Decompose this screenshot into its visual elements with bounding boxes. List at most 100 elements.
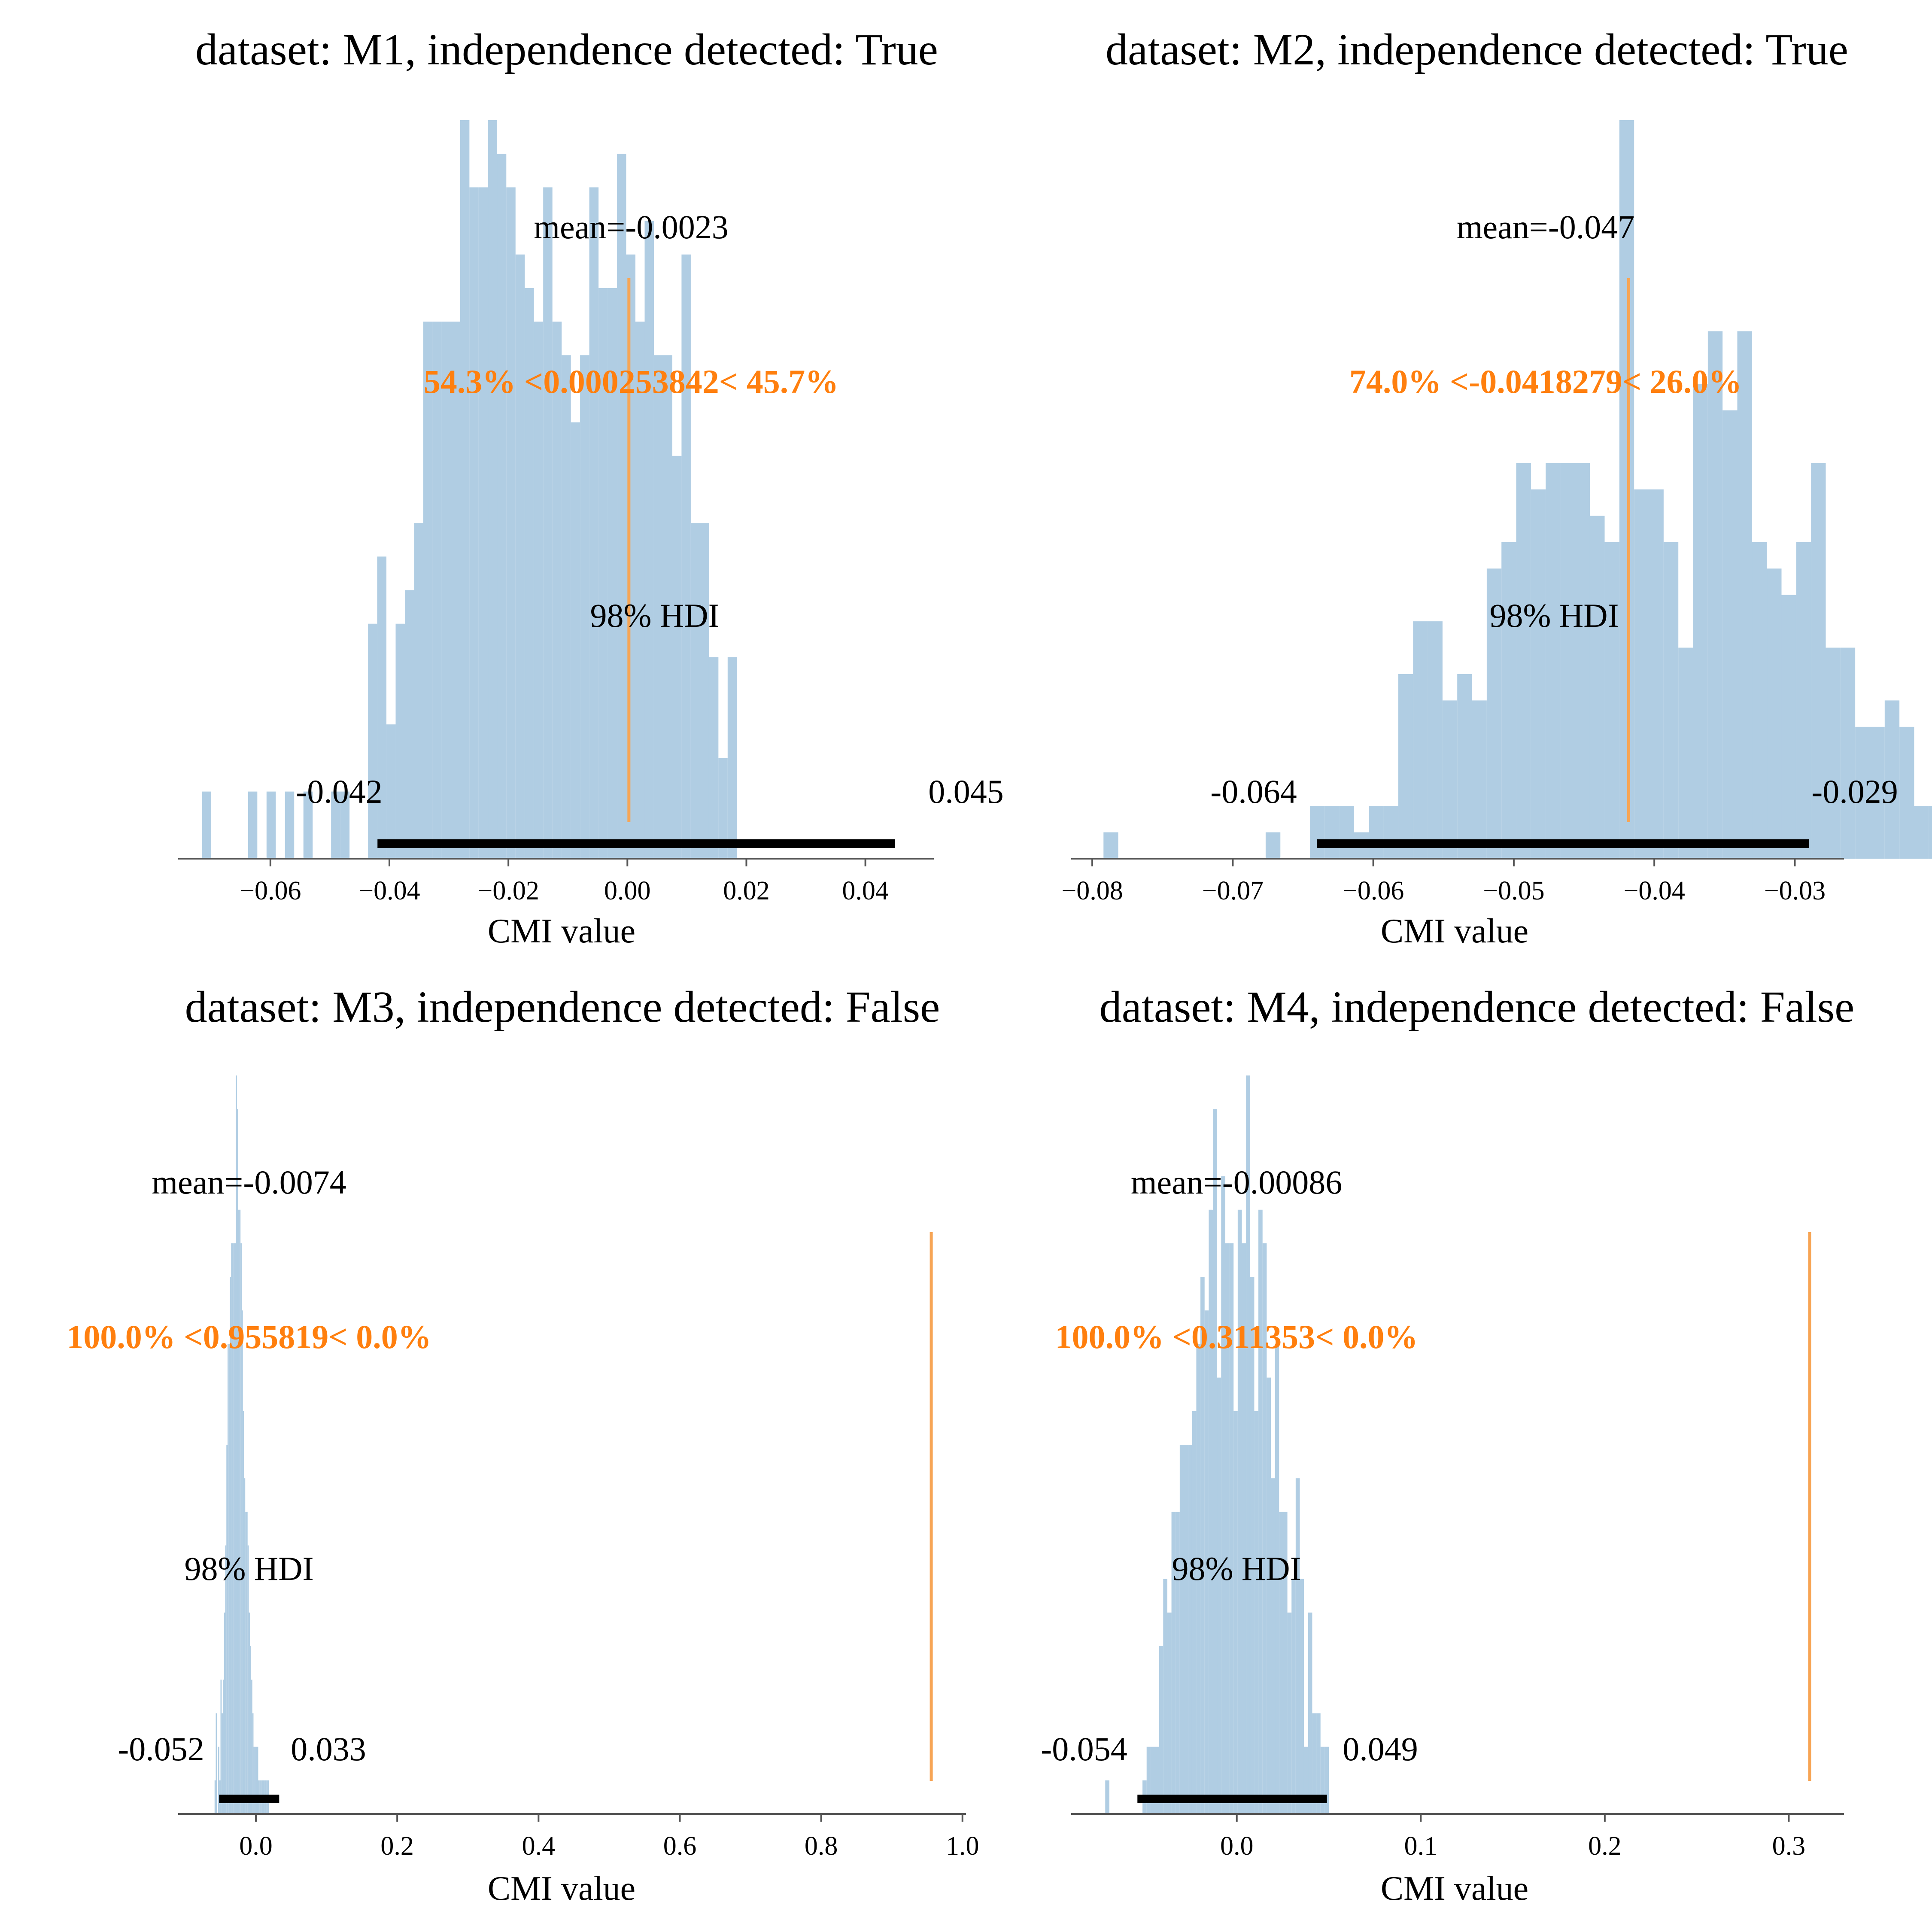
- histogram-bar: [1159, 1646, 1163, 1814]
- histogram-bar: [1752, 542, 1767, 859]
- panel-title: dataset: M1, independence detected: True: [195, 25, 938, 74]
- histogram-bar: [534, 322, 544, 859]
- histogram-bar: [1590, 516, 1605, 859]
- histogram-bar: [1209, 1209, 1213, 1814]
- panel-m2: −0.08 −0.07 −0.06 −0.05 −0.04 −0.03 dataset: …: [1061, 25, 1932, 950]
- histogram-bar: [589, 187, 599, 859]
- histogram-bar: [303, 791, 313, 859]
- histogram-bar: [1258, 1209, 1263, 1814]
- panel-title: dataset: M4, independence detected: Fals…: [1100, 982, 1855, 1032]
- histogram-bar: [227, 1344, 229, 1814]
- histogram-bar: [709, 657, 719, 859]
- mean-label: mean=-0.047: [1457, 208, 1634, 246]
- histogram-bar: [690, 523, 700, 859]
- histogram-bar: [1811, 463, 1826, 859]
- x-tick-label: 0.2: [1588, 1832, 1622, 1861]
- histogram-bar: [1262, 1243, 1267, 1814]
- histogram-bar: [1291, 1579, 1296, 1814]
- histogram-bar: [506, 187, 516, 859]
- histogram-bar: [1707, 331, 1723, 859]
- histogram-bar: [245, 1512, 246, 1814]
- histogram-bar: [285, 791, 295, 859]
- histogram-bar: [1870, 726, 1885, 859]
- histogram-bar: [441, 322, 451, 859]
- histogram-bar: [1737, 331, 1752, 859]
- histogram-bar: [331, 791, 340, 859]
- histogram-bar: [1265, 832, 1281, 859]
- histogram-bar: [237, 1109, 238, 1814]
- histogram-bar: [1304, 1747, 1308, 1814]
- histogram-bar: [1192, 1411, 1197, 1814]
- x-tick-label: −0.02: [477, 876, 539, 905]
- histogram-bar: [244, 1478, 246, 1814]
- histogram-bar: [234, 1243, 236, 1814]
- hdi-high-label: 0.045: [928, 773, 1004, 810]
- histogram-bar: [552, 322, 562, 859]
- histogram-bar: [1316, 1713, 1321, 1814]
- x-tick-label: 0.00: [604, 876, 651, 905]
- histogram-bar: [1929, 806, 1932, 859]
- histogram-bar: [238, 1209, 240, 1814]
- plot-area: 0.0 0.1 0.2 0.3: [1071, 1075, 1844, 1861]
- x-tick-label: −0.06: [1343, 876, 1404, 905]
- panel-m1: −0.06 −0.04 −0.02 0.00 0.02 0.04 dataset: M1,…: [178, 25, 1004, 950]
- histogram-bar: [1413, 621, 1428, 859]
- histogram-bar: [1229, 1243, 1234, 1814]
- histogram-bar: [1233, 1411, 1238, 1814]
- histogram-bar: [598, 288, 608, 859]
- histogram-bar: [1914, 806, 1929, 859]
- histogram-bar: [1225, 1243, 1230, 1814]
- histogram-bar: [497, 154, 507, 859]
- histogram-bar: [1428, 621, 1443, 859]
- x-tick-label: 0.4: [522, 1832, 556, 1861]
- histogram-bar: [1796, 542, 1811, 859]
- histogram-bar: [1767, 568, 1782, 859]
- histogram-bar: [1295, 1478, 1300, 1814]
- histogram-bar: [1324, 806, 1340, 859]
- histogram-bar: [1188, 1445, 1192, 1814]
- histogram-bar: [1221, 1176, 1225, 1814]
- x-tick-label: 0.1: [1404, 1832, 1438, 1861]
- hdi-low-label: -0.052: [118, 1730, 204, 1768]
- x-tick-label: 0.0: [239, 1832, 273, 1861]
- mean-label: mean=-0.0023: [534, 208, 728, 246]
- histogram-bar: [718, 758, 728, 859]
- histogram-bar: [1320, 1747, 1325, 1814]
- histogram-bar: [515, 254, 525, 859]
- histogram-bar: [1312, 1713, 1317, 1814]
- histogram-bar: [1254, 1411, 1259, 1814]
- histogram-bar: [1899, 726, 1914, 859]
- x-axis-label: CMI value: [488, 912, 635, 950]
- histogram-bar: [250, 1646, 251, 1814]
- histogram-bar: [1213, 1109, 1217, 1814]
- histogram-bar: [1781, 595, 1796, 859]
- histogram-bar: [1204, 1310, 1209, 1814]
- ref-value-label: 100.0% <0.955819< 0.0%: [67, 1318, 431, 1355]
- panel-m4: 0.0 0.1 0.2 0.3 dataset: M4, independence d…: [1041, 982, 1854, 1908]
- histogram-bar: [414, 523, 423, 859]
- histogram-bar: [1171, 1512, 1176, 1814]
- x-tick-label: 0.02: [723, 876, 770, 905]
- x-tick-label: 0.2: [380, 1832, 414, 1861]
- histogram-bar: [700, 523, 709, 859]
- histogram-bar: [1283, 1512, 1288, 1814]
- histogram-bar: [239, 1209, 241, 1814]
- x-tick-label: 1.0: [946, 1832, 979, 1861]
- histogram-bar: [1826, 647, 1841, 859]
- x-axis-label: CMI value: [1381, 1870, 1528, 1908]
- histogram-bar: [460, 120, 470, 859]
- histogram-bar: [249, 1612, 250, 1814]
- hdi-low-label: -0.064: [1210, 773, 1297, 810]
- histogram-bar: [1531, 489, 1546, 859]
- x-tick-label: −0.08: [1061, 876, 1123, 905]
- histogram-bar: [525, 288, 534, 859]
- histogram-bar: [653, 355, 663, 859]
- histogram-bar: [255, 1747, 257, 1814]
- histogram-bar: [488, 120, 497, 859]
- histogram-bar: [246, 1512, 248, 1814]
- histogram-bar: [247, 1545, 249, 1814]
- histogram-bar: [395, 623, 405, 859]
- histogram-bar: [571, 422, 580, 859]
- histogram-bar: [225, 1545, 227, 1814]
- panel-m3: 0.0 0.2 0.4 0.6 0.8 1.0 dataset: M3, independ…: [67, 982, 979, 1908]
